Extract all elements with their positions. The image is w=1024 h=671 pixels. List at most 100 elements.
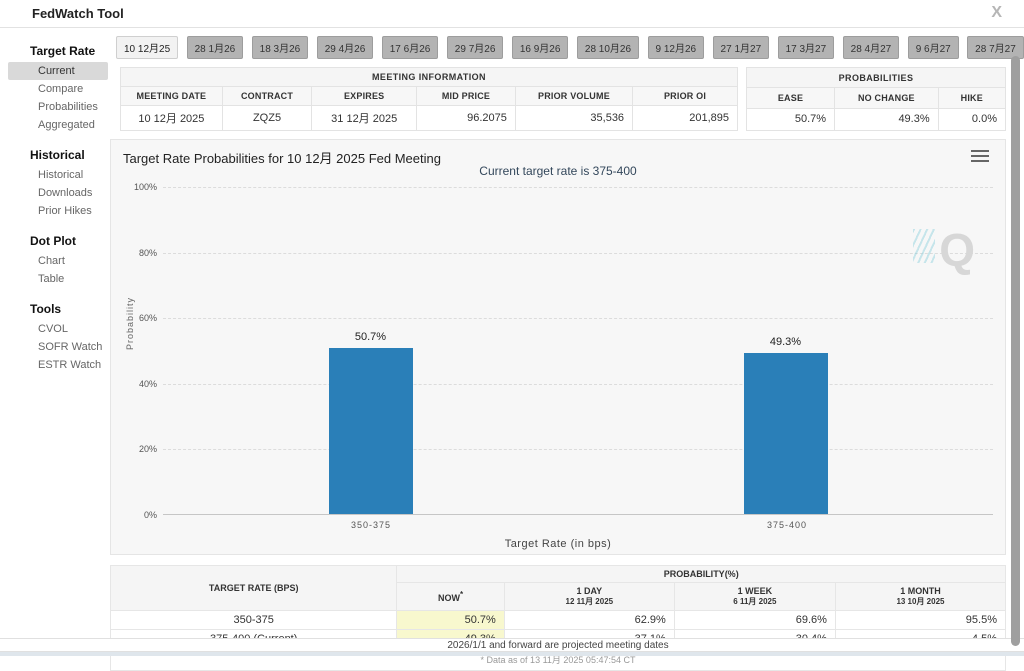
page-bottom-strip <box>0 652 1024 656</box>
x-category-label: 350-375 <box>350 520 392 530</box>
chart-title: Target Rate Probabilities for 10 12月 202… <box>123 151 441 166</box>
date-tab[interactable]: 17 6月26 <box>381 36 439 59</box>
date-tab[interactable]: 28 10月26 <box>576 36 640 59</box>
page-title: FedWatch Tool <box>32 6 124 21</box>
date-tab[interactable]: 9 6月27 <box>907 36 959 59</box>
now-label: NOW <box>438 593 461 603</box>
mid-price-value: 96.2075 <box>416 105 516 131</box>
sidebar-item-downloads[interactable]: Downloads <box>38 187 93 199</box>
week-cell: 69.6% <box>673 610 836 630</box>
watermark-decoration <box>913 229 935 263</box>
date-tab[interactable]: 28 1月26 <box>186 36 244 59</box>
probability-chart: Target Rate Probabilities for 10 12月 202… <box>110 139 1006 555</box>
close-icon[interactable]: X <box>991 4 1002 21</box>
sidebar-item-sofr-watch[interactable]: SOFR Watch <box>38 341 103 353</box>
contract-value: ZQZ5 <box>221 105 313 131</box>
meeting-date-value: 10 12月 2025 <box>120 105 223 131</box>
date-tab[interactable]: 28 7月27 <box>967 36 1024 59</box>
bar-350-375[interactable] <box>328 348 413 514</box>
bar-column-375-400: 49.3% <box>743 187 828 514</box>
sidebar: Target Rate Current Compare Probabilitie… <box>0 28 110 384</box>
date-tab[interactable]: 29 7月26 <box>446 36 504 59</box>
sidebar-item-compare[interactable]: Compare <box>38 83 84 95</box>
col-1-day: 1 DAY 12 11月 2025 <box>503 582 675 611</box>
col-1-month: 1 MONTH 13 10月 2025 <box>834 582 1007 611</box>
date-tab[interactable]: 9 12月26 <box>647 36 705 59</box>
projected-dates-note: 2026/1/1 and forward are projected meeti… <box>447 640 669 651</box>
col-now: NOW* <box>396 582 505 611</box>
now-cell: 50.7% <box>396 610 505 630</box>
ease-value: 50.7% <box>745 107 836 132</box>
now-asterisk: * <box>460 590 464 599</box>
y-tick: 80% <box>138 248 157 258</box>
one-week-label: 1 WEEK <box>737 586 773 596</box>
y-tick: 100% <box>133 182 157 192</box>
col-no-change: NO CHANGE <box>834 87 939 109</box>
sidebar-section-dot-plot: Dot Plot <box>30 234 76 248</box>
sidebar-item-aggregated[interactable]: Aggregated <box>38 119 95 131</box>
x-axis-label: Target Rate (in bps) <box>504 538 612 550</box>
sidebar-item-chart[interactable]: Chart <box>38 255 65 267</box>
one-week-date: 6 11月 2025 <box>733 597 777 606</box>
main-content: 10 12月25 28 1月26 18 3月26 29 4月26 17 6月26… <box>109 28 1024 671</box>
one-month-label: 1 MONTH <box>900 586 941 596</box>
date-tab[interactable]: 28 4月27 <box>842 36 900 59</box>
sidebar-item-current[interactable]: Current <box>8 62 108 80</box>
col-meeting-date: MEETING DATE <box>120 86 223 106</box>
sidebar-section-target-rate: Target Rate <box>30 44 96 58</box>
bar-375-400[interactable] <box>743 352 828 514</box>
no-change-value: 49.3% <box>834 107 939 132</box>
prior-oi-value: 201,895 <box>632 105 738 131</box>
window-header: FedWatch Tool X <box>0 0 1024 28</box>
bar-value-label: 49.3% <box>769 335 802 348</box>
date-tab[interactable]: 27 1月27 <box>712 36 770 59</box>
probabilities-title: PROBABILITIES <box>746 66 1006 89</box>
one-month-date: 13 10月 2025 <box>896 597 945 606</box>
chart-subtitle: Current target rate is 375-400 <box>479 164 637 178</box>
quikstrike-watermark-icon: Q <box>939 224 975 276</box>
bar-value-label: 50.7% <box>354 331 387 344</box>
x-category-label: 375-400 <box>766 520 808 530</box>
date-tab[interactable]: 16 9月26 <box>511 36 569 59</box>
probabilities-table: PROBABILITIES EASE NO CHANGE HIKE 50.7% … <box>745 66 1007 132</box>
chart-menu-icon[interactable] <box>971 150 989 165</box>
hike-value: 0.0% <box>937 107 1007 132</box>
date-tab[interactable]: 10 12月25 <box>116 36 179 59</box>
date-tab[interactable]: 18 3月26 <box>251 36 309 59</box>
y-tick: 60% <box>138 313 157 323</box>
meeting-date-tabs: 10 12月25 28 1月26 18 3月26 29 4月26 17 6月26… <box>110 28 1024 65</box>
sidebar-item-cvol[interactable]: CVOL <box>38 323 68 335</box>
meeting-information-table: MEETING INFORMATION MEETING DATE CONTRAC… <box>120 67 738 131</box>
one-day-date: 12 11月 2025 <box>565 597 614 606</box>
col-prior-oi: PRIOR OI <box>632 86 738 106</box>
sidebar-item-table[interactable]: Table <box>38 273 65 285</box>
day-cell: 62.9% <box>503 610 675 630</box>
info-tables: MEETING INFORMATION MEETING DATE CONTRAC… <box>120 66 1007 132</box>
date-tab[interactable]: 29 4月26 <box>316 36 374 59</box>
vertical-scrollbar[interactable] <box>1011 56 1020 646</box>
y-tick: 40% <box>138 379 157 389</box>
one-day-label: 1 DAY <box>576 586 603 596</box>
col-expires: EXPIRES <box>311 86 418 106</box>
sidebar-item-probabilities[interactable]: Probabilities <box>38 101 98 113</box>
sidebar-section-historical: Historical <box>30 148 85 162</box>
col-ease: EASE <box>745 87 836 109</box>
target-rate-cell: 350-375 <box>109 610 398 630</box>
month-cell: 95.5% <box>834 610 1007 630</box>
col-mid-price: MID PRICE <box>416 86 516 106</box>
sidebar-section-tools: Tools <box>30 302 62 316</box>
y-tick: 0% <box>143 510 157 520</box>
expires-value: 31 12月 2025 <box>311 105 418 131</box>
col-contract: CONTRACT <box>221 86 313 106</box>
y-axis-label: Probability <box>125 296 135 350</box>
sidebar-item-historical[interactable]: Historical <box>38 169 84 181</box>
meeting-info-title: MEETING INFORMATION <box>120 67 738 87</box>
y-tick: 20% <box>138 444 157 454</box>
date-tab[interactable]: 17 3月27 <box>777 36 835 59</box>
bar-column-350-375: 50.7% <box>328 187 413 514</box>
sidebar-item-estr-watch[interactable]: ESTR Watch <box>38 359 102 371</box>
prior-volume-value: 35,536 <box>514 105 634 131</box>
sidebar-item-prior-hikes[interactable]: Prior Hikes <box>38 205 92 217</box>
footer: 2026/1/1 and forward are projected meeti… <box>0 638 1024 652</box>
col-target-rate-bps: TARGET RATE (BPS) <box>109 565 398 611</box>
